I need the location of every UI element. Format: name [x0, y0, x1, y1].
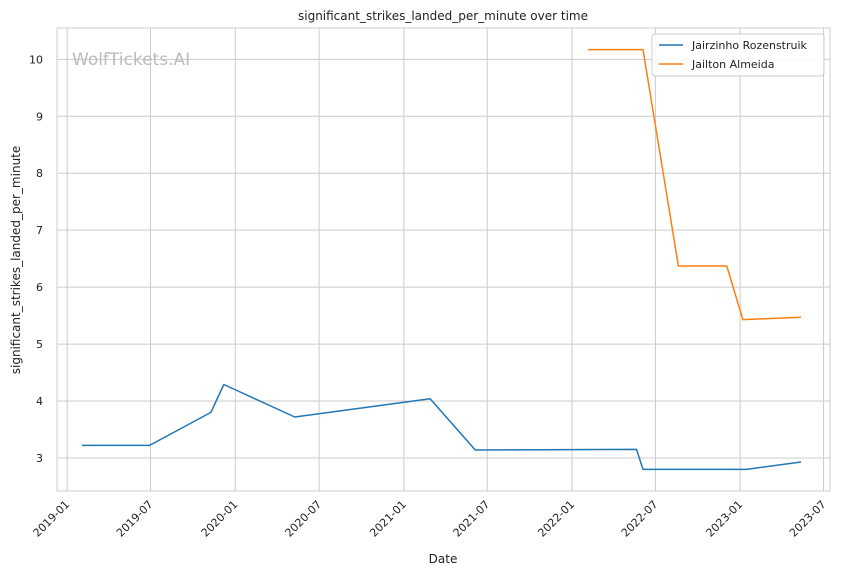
y-tick-label: 9	[36, 110, 43, 123]
y-tick-label: 6	[36, 281, 43, 294]
y-tick-label: 3	[36, 452, 43, 465]
x-axis-label: Date	[429, 552, 458, 566]
grid	[57, 28, 830, 491]
y-tick-label: 5	[36, 338, 43, 351]
y-tick-label: 10	[29, 53, 43, 66]
series-line-jailton-almeida	[588, 48, 802, 321]
chart-title: significant_strikes_landed_per_minute ov…	[298, 9, 588, 23]
y-tick-label: 8	[36, 167, 43, 180]
y-tick-label: 7	[36, 224, 43, 237]
y-tick-label: 4	[36, 395, 43, 408]
series-lines	[81, 48, 802, 471]
plot-area	[56, 27, 831, 492]
legend-box	[651, 33, 825, 77]
y-axis-label: significant_strikes_landed_per_minute	[9, 146, 23, 375]
series-line-jairzinho-rozenstruik	[81, 383, 802, 471]
legend-label-jairzinho-rozenstruik: Jairzinho Rozenstruik	[691, 39, 808, 52]
legend-label-jailton-almeida: Jailton Almeida	[691, 58, 774, 71]
watermark: WolfTickets.AI	[72, 50, 190, 70]
legend: Jairzinho Rozenstruik Jailton Almeida	[651, 33, 825, 77]
